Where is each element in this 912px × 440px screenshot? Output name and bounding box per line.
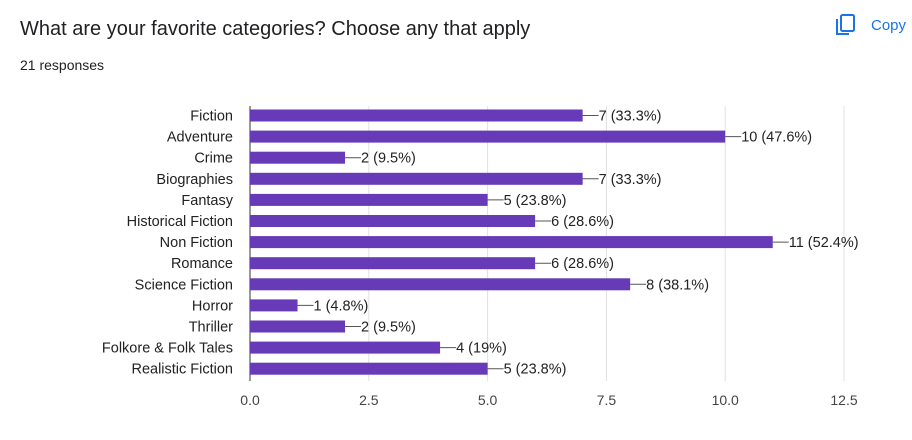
category-label: Horror xyxy=(192,298,233,314)
data-label: 11 (52.4%) xyxy=(789,235,859,251)
bar xyxy=(250,215,536,227)
bar xyxy=(250,362,488,375)
bar xyxy=(250,257,536,270)
data-label: 5 (23.8%) xyxy=(504,193,567,209)
response-count: 21 responses xyxy=(20,57,105,73)
x-tick-label: 2.5 xyxy=(359,392,379,408)
question-title: What are your favorite categories? Choos… xyxy=(20,18,531,40)
category-label: Thriller xyxy=(189,320,233,336)
data-label: 2 (9.5%) xyxy=(361,151,416,167)
category-label: Science Fiction xyxy=(135,277,233,293)
data-label: 5 (23.8%) xyxy=(504,362,567,378)
data-label: 1 (4.8%) xyxy=(314,298,369,314)
bar xyxy=(250,236,773,249)
bar xyxy=(250,130,726,143)
category-label: Non Fiction xyxy=(160,235,233,251)
bar xyxy=(250,193,488,206)
x-tick-label: 12.5 xyxy=(830,392,857,408)
copy-label: Copy xyxy=(871,16,907,34)
category-label: Romance xyxy=(171,256,233,272)
bar xyxy=(250,278,631,291)
category-label: Adventure xyxy=(167,130,233,146)
x-tick-label: 0.0 xyxy=(240,392,260,408)
category-label: Realistic Fiction xyxy=(131,362,233,378)
data-label: 7 (33.3%) xyxy=(599,172,662,188)
copy-button[interactable]: Copy xyxy=(833,13,906,37)
bar xyxy=(250,299,298,312)
bar xyxy=(250,320,346,333)
category-label: Fantasy xyxy=(181,193,233,209)
x-tick-label: 10.0 xyxy=(712,392,739,408)
bar xyxy=(250,151,346,164)
bar xyxy=(250,341,441,354)
category-label: Fiction xyxy=(190,109,233,125)
category-label: Historical Fiction xyxy=(127,214,233,230)
data-label: 6 (28.6%) xyxy=(551,256,614,272)
category-label: Crime xyxy=(194,151,233,167)
bar xyxy=(250,109,583,122)
category-label: Folkore & Folk Tales xyxy=(102,341,233,357)
data-label: 2 (9.5%) xyxy=(361,320,416,336)
data-label: 8 (38.1%) xyxy=(646,277,709,293)
category-label: Biographies xyxy=(156,172,233,188)
x-tick-label: 7.5 xyxy=(597,392,617,408)
data-label: 10 (47.6%) xyxy=(741,130,812,146)
x-tick-label: 5.0 xyxy=(478,392,498,408)
data-label: 6 (28.6%) xyxy=(551,214,614,230)
bar xyxy=(250,172,583,185)
data-label: 7 (33.3%) xyxy=(599,109,662,125)
data-label: 4 (19%) xyxy=(456,341,507,357)
copy-icon xyxy=(833,13,857,37)
